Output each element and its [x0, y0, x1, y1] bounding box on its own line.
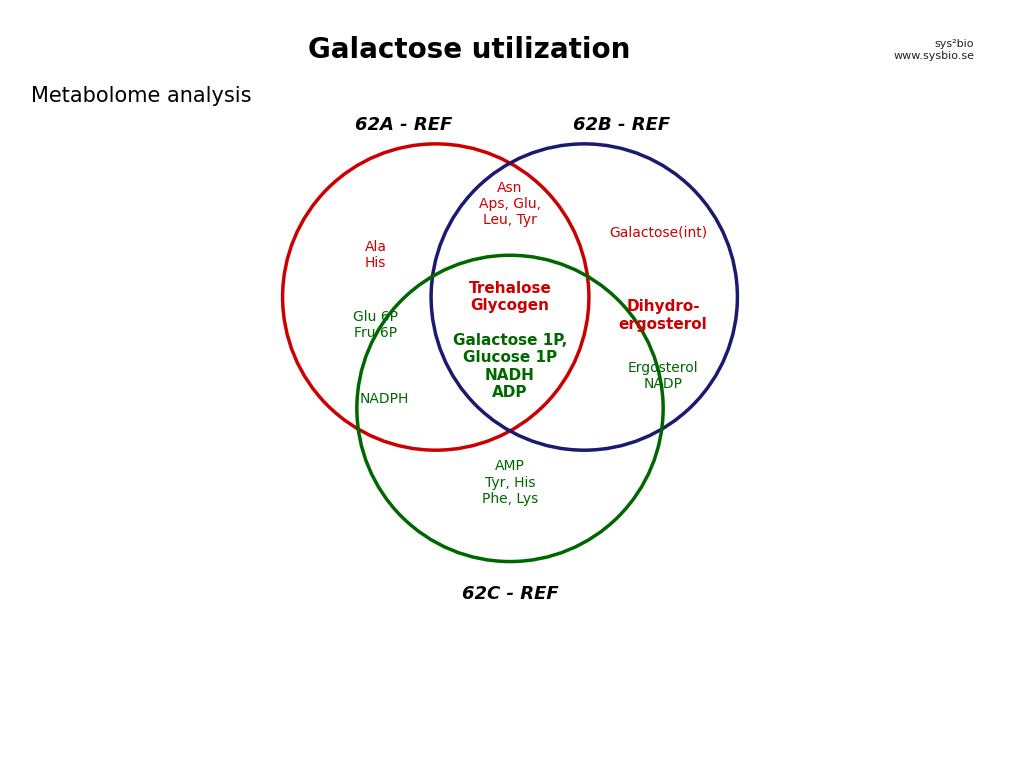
Text: Galactose(int): Galactose(int)	[608, 225, 707, 239]
Text: Dihydro-
ergosterol: Dihydro- ergosterol	[619, 299, 707, 332]
Text: Metabolome analysis: Metabolome analysis	[31, 86, 251, 106]
Text: Ergosterol
NADP: Ergosterol NADP	[628, 361, 698, 391]
Text: Trehalose
Glycogen: Trehalose Glycogen	[468, 281, 551, 313]
Text: AMP
Tyr, His
Phe, Lys: AMP Tyr, His Phe, Lys	[481, 460, 538, 506]
Text: 62B - REF: 62B - REF	[573, 116, 669, 135]
Text: Ala
His: Ala His	[364, 240, 386, 270]
Text: 62C - REF: 62C - REF	[462, 585, 557, 603]
Text: NADPH: NADPH	[360, 392, 409, 406]
Text: Galactose utilization: Galactose utilization	[308, 36, 630, 63]
Text: sys²bio
www.sysbio.se: sys²bio www.sysbio.se	[893, 39, 973, 60]
Text: Asn
Aps, Glu,
Leu, Tyr: Asn Aps, Glu, Leu, Tyr	[479, 181, 540, 227]
Text: PNAS (2011) 108:12179-12184: PNAS (2011) 108:12179-12184	[15, 722, 274, 741]
Text: Galactose 1P,
Glucose 1P
NADH
ADP: Galactose 1P, Glucose 1P NADH ADP	[452, 333, 567, 400]
Text: Glu 6P
Fru 6P: Glu 6P Fru 6P	[353, 310, 397, 340]
Text: 62A - REF: 62A - REF	[355, 116, 451, 135]
